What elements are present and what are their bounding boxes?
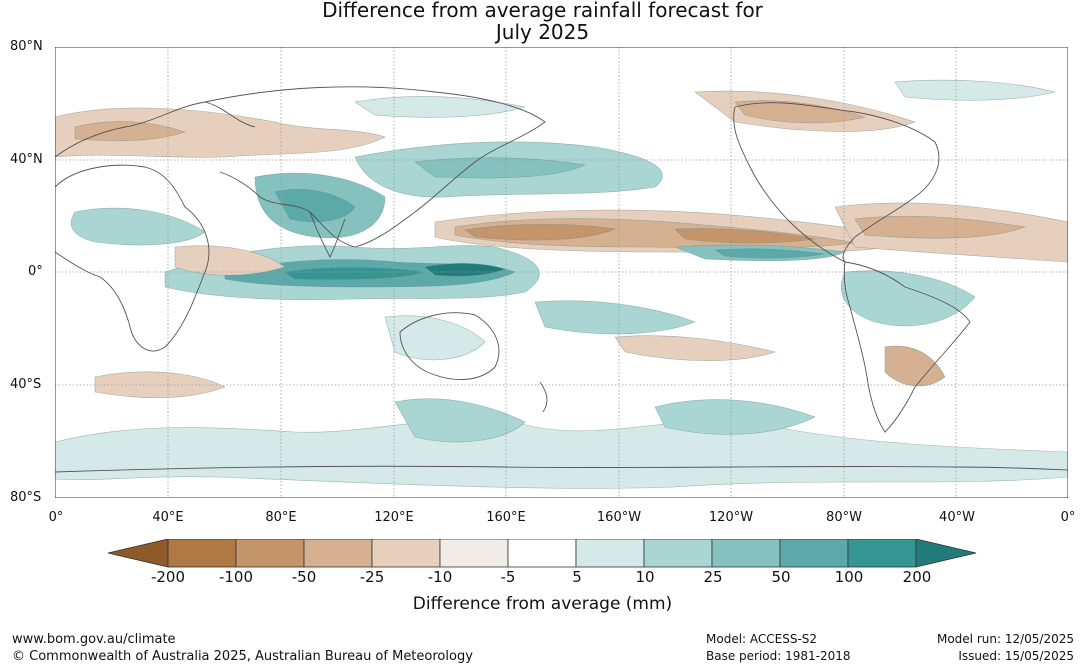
colorbar-segment (643, 539, 713, 568)
colorbar-segment (371, 539, 441, 568)
base-period-text: Base period: 1981-2018 (706, 649, 851, 663)
colorbar-tick-label: -200 (150, 568, 186, 586)
colorbar-tick-label: 100 (834, 568, 864, 586)
website-text: www.bom.gov.au/climate (12, 632, 176, 647)
lon-label-160w: 160°W (596, 510, 642, 525)
colorbar-segment (303, 539, 373, 568)
copyright-text: © Commonwealth of Australia 2025, Austra… (12, 649, 473, 664)
lat-label-80s: 80°S (10, 490, 42, 505)
colorbar-title: Difference from average (mm) (412, 594, 673, 614)
rainfall-anomaly-map (55, 47, 1068, 498)
colorbar-tick-label: 50 (771, 568, 791, 586)
lon-label-40w: 40°W (939, 510, 975, 525)
lon-label-160e: 160°E (486, 510, 526, 525)
lat-label-40s: 40°S (10, 377, 42, 392)
colorbar-tick-label: 25 (703, 568, 723, 586)
colorbar (108, 539, 977, 568)
colorbar-segment (711, 539, 781, 568)
colorbar-segment (507, 539, 577, 568)
issued-text: Issued: 15/05/2025 (958, 649, 1074, 663)
colorbar-max-extension (915, 539, 977, 568)
map-title-line1: Difference from average rainfall forecas… (322, 0, 763, 22)
lon-label-0-east: 0° (1060, 510, 1076, 525)
colorbar-tick-label: -50 (291, 568, 317, 586)
lat-label-0: 0° (28, 264, 43, 279)
lon-label-40e: 40°E (152, 510, 184, 525)
colorbar-tick-label: -25 (359, 568, 385, 586)
colorbar-tick-label: 200 (902, 568, 932, 586)
lon-label-120w: 120°W (708, 510, 754, 525)
colorbar-segment (847, 539, 917, 568)
lon-label-0: 0° (48, 510, 64, 525)
lon-label-120e: 120°E (374, 510, 414, 525)
colorbar-min-extension (108, 539, 169, 568)
coastlines (55, 86, 1068, 473)
model-run-text: Model run: 12/05/2025 (936, 632, 1074, 646)
colorbar-tick-label: -5 (500, 568, 516, 586)
colorbar-segment (167, 539, 237, 568)
colorbar-segment (235, 539, 305, 568)
colorbar-tick-label: -10 (427, 568, 453, 586)
lat-label-40n: 40°N (10, 152, 43, 167)
colorbar-segment (575, 539, 645, 568)
colorbar-tick-label: 10 (635, 568, 655, 586)
map-title-line2: July 2025 (495, 20, 590, 44)
colorbar-segment (439, 539, 509, 568)
lon-label-80e: 80°E (265, 510, 297, 525)
lat-label-80n: 80°N (10, 39, 43, 54)
colorbar-segment (779, 539, 849, 568)
colorbar-tick-label: -100 (218, 568, 254, 586)
model-text: Model: ACCESS-S2 (706, 632, 818, 646)
lon-label-80w: 80°W (826, 510, 862, 525)
colorbar-tick-label: 5 (572, 568, 582, 586)
